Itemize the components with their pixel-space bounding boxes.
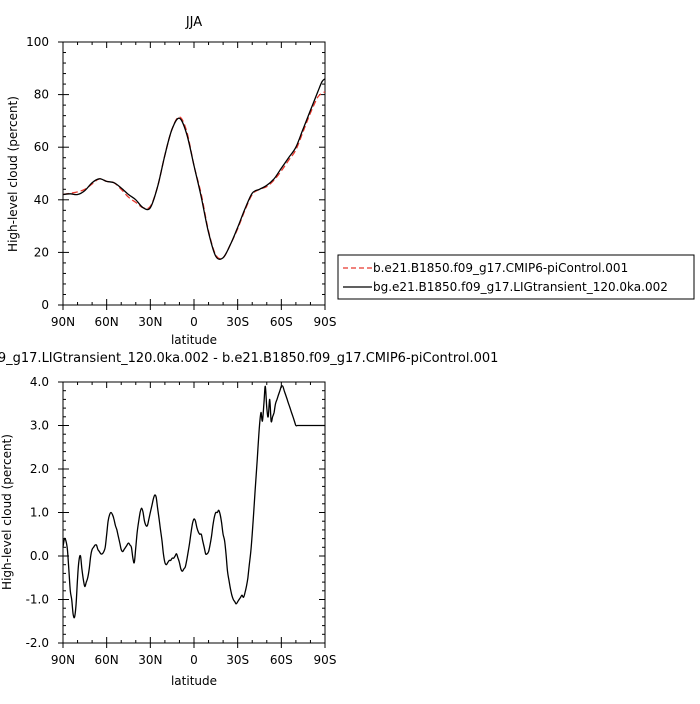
chart-bottom-series-group xyxy=(62,385,326,619)
chart-bottom-x-tick-label: 60S xyxy=(270,653,293,667)
chart-bottom-x-tick-label: 30S xyxy=(226,653,249,667)
chart-bottom-y-tick-label: 1.0 xyxy=(30,506,49,520)
chart-top-y-tick-label: 80 xyxy=(34,88,49,102)
chart-bottom-series-line-1 xyxy=(62,385,326,619)
chart-top-x-tick-label: 60N xyxy=(95,315,119,329)
chart-bottom-plot-frame xyxy=(62,381,326,644)
legend: b.e21.B1850.f09_g17.CMIP6-piControl.001 … xyxy=(337,254,695,300)
chart-top-y-tick-label: 60 xyxy=(34,140,49,154)
chart-top-x-ticks: 90N 60N 30N 0 30S 60S 90S xyxy=(51,42,337,329)
chart-top-y-tick-label: 20 xyxy=(34,245,49,259)
chart-bottom-x-axis-title: latitude xyxy=(171,674,217,688)
chart-top-series-line-2 xyxy=(62,78,326,260)
legend-label-2: bg.e21.B1850.f09_g17.LIGtransient_120.0k… xyxy=(373,280,668,294)
chart-top-x-axis-title: latitude xyxy=(171,333,217,347)
chart-top-x-tick-label: 30N xyxy=(138,315,162,329)
chart-bottom: bg.e21.B1850.f09_g17.LIGtransient_120.0k… xyxy=(0,351,498,688)
chart-top-plot-frame xyxy=(62,41,326,306)
chart-top-title: JJA xyxy=(185,15,202,30)
chart-bottom-x-tick-label: 90N xyxy=(51,653,75,667)
chart-top-y-ticks: 0 20 40 60 80 100 xyxy=(26,35,325,312)
chart-top-x-tick-label: 60S xyxy=(270,315,293,329)
chart-bottom-y-axis-title: High-level cloud (percent) xyxy=(0,434,14,590)
chart-top-x-tick-label: 90S xyxy=(314,315,337,329)
chart-bottom-x-tick-label: 90S xyxy=(314,653,337,667)
chart-top-y-tick-label: 100 xyxy=(26,35,49,49)
legend-label-1: b.e21.B1850.f09_g17.CMIP6-piControl.001 xyxy=(373,261,628,275)
chart-bottom-x-tick-label: 30N xyxy=(138,653,162,667)
chart-bottom-y-tick-label: -2.0 xyxy=(26,636,49,650)
chart-bottom-y-ticks: -2.0 -1.0 0.0 1.0 2.0 3.0 4.0 xyxy=(26,375,325,650)
chart-bottom-y-tick-label: 2.0 xyxy=(30,462,49,476)
chart-top-y-axis-title: High-level cloud (percent) xyxy=(6,96,20,252)
chart-bottom-y-tick-label: 3.0 xyxy=(30,419,49,433)
chart-bottom-x-tick-label: 60N xyxy=(95,653,119,667)
chart-top: JJA 0 20 40 60 80 100 90N 60N 30N 0 30S 60S 90S lat… xyxy=(6,15,336,347)
chart-top-y-tick-label: 0 xyxy=(41,298,49,312)
chart-bottom-y-tick-label: -1.0 xyxy=(26,593,49,607)
chart-bottom-x-tick-label: 0 xyxy=(190,653,198,667)
chart-top-x-tick-label: 0 xyxy=(190,315,198,329)
chart-top-y-tick-label: 40 xyxy=(34,193,49,207)
legend-box xyxy=(337,254,695,300)
chart-bottom-title: bg.e21.B1850.f09_g17.LIGtransient_120.0k… xyxy=(0,351,498,366)
chart-bottom-x-ticks: 90N 60N 30N 0 30S 60S 90S xyxy=(51,382,337,667)
chart-bottom-y-tick-label: 0.0 xyxy=(30,549,49,563)
chart-top-series-group xyxy=(62,78,326,260)
chart-top-x-tick-label: 90N xyxy=(51,315,75,329)
chart-top-x-tick-label: 30S xyxy=(226,315,249,329)
chart-top-series-line-1 xyxy=(62,91,326,260)
chart-bottom-y-tick-label: 4.0 xyxy=(30,375,49,389)
